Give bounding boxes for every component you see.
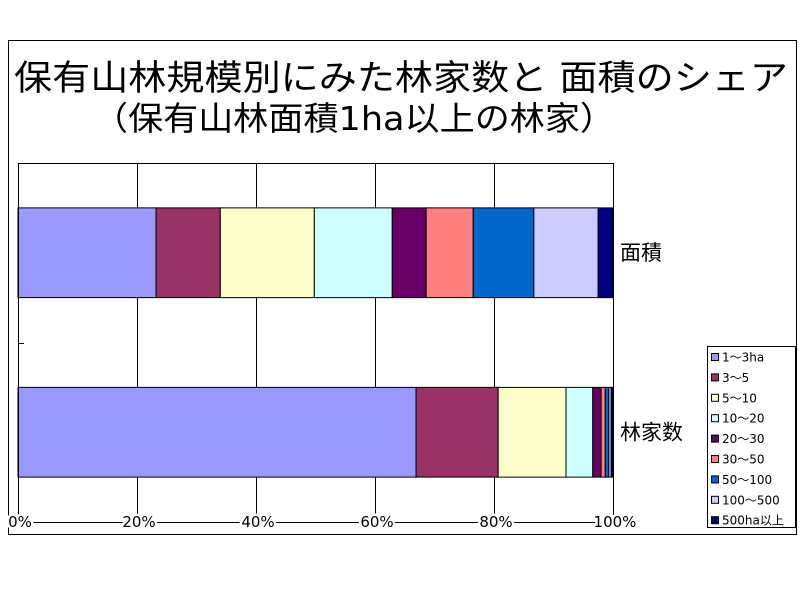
bar-segment-c1-s4 xyxy=(592,386,602,478)
legend-swatch xyxy=(711,373,719,382)
legend-label: 1～3ha xyxy=(722,351,764,365)
bar-segment-c0-s1 xyxy=(155,207,221,299)
legend-label: 3～5 xyxy=(722,371,749,385)
legend-label: 500ha以上 xyxy=(722,514,784,528)
legend-swatch xyxy=(711,516,719,525)
legend-label: 30～50 xyxy=(722,453,765,467)
bars xyxy=(17,207,614,478)
bar-segment-c1-s2 xyxy=(497,386,567,478)
bar-segment-c1-s8 xyxy=(610,386,614,478)
legend-swatch xyxy=(711,455,719,463)
legend-label: 20～30 xyxy=(722,432,765,446)
legend-item-7: 100～500 xyxy=(711,493,780,507)
legend-swatch xyxy=(711,495,719,504)
legend-item-2: 5～10 xyxy=(711,391,757,405)
legend-item-1: 3～5 xyxy=(711,371,749,385)
bar-segment-c1-s6 xyxy=(604,386,610,478)
legend-item-6: 50～100 xyxy=(711,473,772,487)
bar-segment-c0-s5 xyxy=(425,207,474,299)
legend-item-4: 20～30 xyxy=(711,432,765,446)
legend-swatch xyxy=(711,353,719,361)
legend-label: 50～100 xyxy=(722,473,772,487)
bar-segment-c0-s0 xyxy=(17,207,157,299)
legend-label: 10～20 xyxy=(722,412,765,426)
chart-title: 保有山林規模別にみた林家数と 面積のシェア xyxy=(14,59,788,99)
category-label-1: 林家数 xyxy=(620,420,683,444)
legend-swatch xyxy=(711,475,719,484)
bar-segment-c0-s4 xyxy=(391,207,427,299)
bar-segment-c0-s8 xyxy=(597,207,614,299)
bar-segment-c1-s0 xyxy=(17,386,417,478)
bar-segment-c1-s3 xyxy=(565,386,594,478)
x-tick-label-5: 100% xyxy=(594,513,637,531)
bar-segment-c0-s7 xyxy=(533,207,599,299)
x-tick-label-1: 20% xyxy=(122,513,155,531)
bar-segment-c1-s1 xyxy=(415,386,499,478)
legend-swatch xyxy=(711,414,719,423)
x-tick-label-3: 60% xyxy=(360,513,393,531)
x-tick-labels: 0% 20% 40% 60% 80% 100% xyxy=(6,511,639,534)
legend-box xyxy=(707,346,796,528)
legend-swatch xyxy=(711,434,719,443)
axes xyxy=(18,163,614,523)
bar-segment-c0-s6 xyxy=(472,207,535,299)
x-tick-label-0: 0% xyxy=(8,513,32,531)
legend-item-0: 1～3ha xyxy=(711,351,764,365)
legend-items: 1～3ha 3～5 5～10 10～20 20～30 30～50 50～100 100～500… xyxy=(711,351,784,528)
legend-label: 100～500 xyxy=(722,493,780,507)
category-label-0: 面積 xyxy=(620,241,662,265)
legend-item-8: 500ha以上 xyxy=(711,514,784,528)
legend-item-3: 10～20 xyxy=(711,412,765,426)
legend: 1～3ha 3～5 5～10 10～20 20～30 30～50 50～100 100～500… xyxy=(707,346,796,528)
bar-segment-c0-s3 xyxy=(313,207,393,299)
legend-swatch xyxy=(711,393,719,402)
legend-label: 5～10 xyxy=(722,391,757,405)
bar-segment-c1-s5 xyxy=(600,386,606,478)
legend-item-5: 30～50 xyxy=(711,453,765,467)
bar-segment-c0-s2 xyxy=(219,207,315,299)
chart-subtitle: （保有山林面積1ha以上の林家） xyxy=(93,99,615,138)
x-tick-label-4: 80% xyxy=(479,513,512,531)
x-tick-label-2: 40% xyxy=(241,513,274,531)
